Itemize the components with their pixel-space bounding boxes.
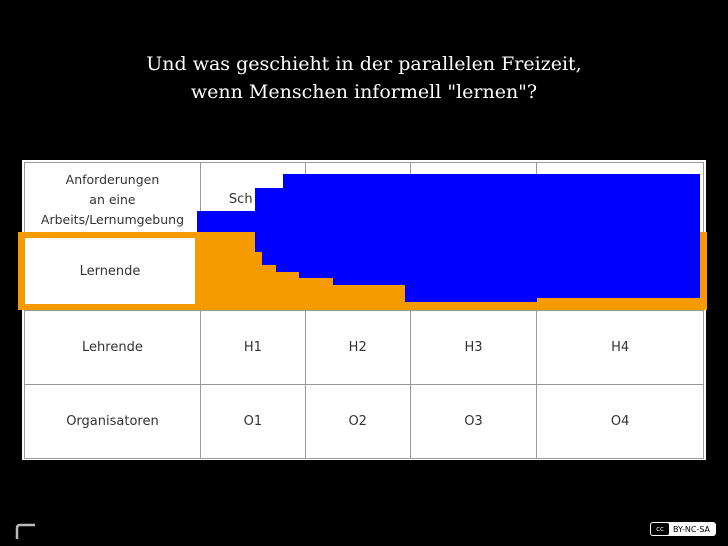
organisatoren-cell-3: O3 bbox=[409, 384, 538, 459]
lehrende-cell-1: H1 bbox=[199, 310, 306, 385]
header-partial-text: Sch bbox=[228, 192, 253, 207]
blue-stepped-overlay bbox=[197, 174, 700, 302]
lernende-label-box bbox=[25, 238, 195, 304]
license-text: BY-NC-SA bbox=[673, 524, 711, 534]
header-label-line-1: Anforderungen bbox=[65, 171, 160, 187]
header-label-cell: Anforderungen an eine Arbeits/Lernumgebu… bbox=[24, 162, 201, 237]
cc-mark: cc bbox=[651, 523, 669, 535]
lehrende-cell-3: H3 bbox=[409, 310, 538, 385]
header-label-line-2: an eine bbox=[89, 191, 136, 207]
organisatoren-cell-4: O4 bbox=[536, 384, 704, 459]
organisatoren-cell-2: O2 bbox=[304, 384, 411, 459]
title-line-2: wenn Menschen informell "lernen"? bbox=[190, 81, 538, 103]
row-label-lernende: Lernende bbox=[79, 263, 141, 279]
lehrende-cell-2: H2 bbox=[304, 310, 411, 385]
organisatoren-cell-1: O1 bbox=[199, 384, 306, 459]
title-line-1: Und was geschieht in der parallelen Frei… bbox=[146, 53, 582, 75]
lehrende-cell-4: H4 bbox=[536, 310, 704, 385]
row-label-organisatoren: Organisatoren bbox=[24, 384, 201, 459]
header-label-line-3: Arbeits/Lernumgebung bbox=[40, 211, 185, 227]
row-label-lehrende: Lehrende bbox=[24, 310, 201, 385]
slide-title: Und was geschieht in der parallelen Frei… bbox=[0, 50, 728, 106]
corner-bracket-icon bbox=[15, 523, 35, 539]
creative-commons-icon: cc BY-NC-SA bbox=[650, 522, 716, 536]
